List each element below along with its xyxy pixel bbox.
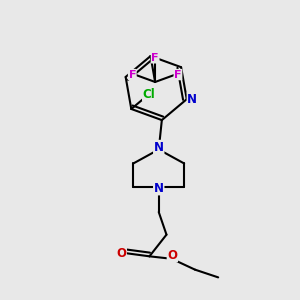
Text: N: N	[154, 140, 164, 154]
Text: F: F	[128, 70, 136, 80]
Text: F: F	[174, 70, 182, 80]
Text: O: O	[167, 249, 177, 262]
Text: N: N	[187, 93, 197, 106]
Text: F: F	[152, 53, 159, 63]
Text: O: O	[116, 247, 126, 260]
Text: Cl: Cl	[143, 88, 155, 100]
Text: N: N	[154, 182, 164, 195]
